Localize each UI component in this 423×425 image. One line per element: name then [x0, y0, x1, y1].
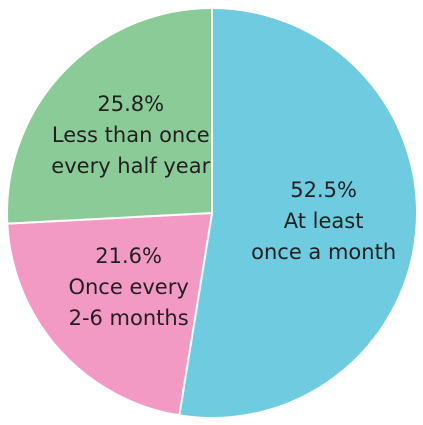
pie-slice: [178, 6, 418, 419]
value-label: 21.6%: [95, 244, 162, 268]
category-label: At least: [284, 209, 364, 233]
category-label: every half year: [51, 154, 210, 178]
value-label: 52.5%: [290, 178, 357, 202]
category-label: Less than once: [52, 123, 210, 147]
pie-slice: [6, 211, 214, 417]
category-label: Once every: [68, 275, 188, 299]
pie-slice: [6, 6, 213, 225]
category-label: 2-6 months: [69, 306, 189, 330]
category-label: once a month: [251, 240, 396, 264]
value-label: 25.8%: [97, 92, 164, 116]
